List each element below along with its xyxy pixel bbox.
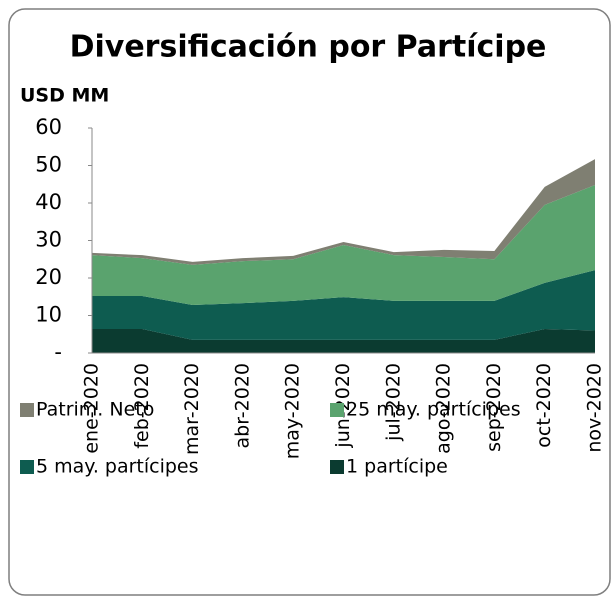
y-tick-label: 10 [35,303,62,327]
y-tick-label: 30 [35,228,62,252]
y-tick-label: - [54,340,62,364]
legend-label: 25 may. partícipes [346,399,521,421]
x-tick-label: nov-2020 [584,363,606,453]
chart-title: Diversificación por Partícipe [70,30,547,65]
y-tick-label: 40 [35,190,62,214]
y-tick-label: 50 [35,153,62,177]
x-tick-label: feb-2020 [131,363,153,449]
legend-swatch [20,460,34,474]
legend-label: Patrim. Neto [36,399,154,421]
legend-label: 1 partícipe [346,456,448,478]
y-tick-label: 20 [35,265,62,289]
x-tick-label: may-2020 [282,363,304,459]
x-tick-label: sep-2020 [483,363,505,452]
x-tick-label: mar-2020 [181,363,203,455]
x-tick-label: ene-2020 [81,363,103,454]
legend-swatch [330,403,344,417]
x-tick-label: jul-2020 [382,363,404,442]
area [92,329,595,353]
y-tick-label: 60 [35,115,62,139]
area [92,270,595,340]
legend-swatch [20,403,34,417]
x-tick-label: abr-2020 [231,363,253,449]
x-tick-label: ago-2020 [433,363,455,454]
area [92,159,595,265]
x-tick-label: oct-2020 [533,363,555,448]
legend-label: 5 may. partícipes [36,456,199,478]
y-axis-label: USD MM [20,85,109,107]
legend-swatch [330,460,344,474]
